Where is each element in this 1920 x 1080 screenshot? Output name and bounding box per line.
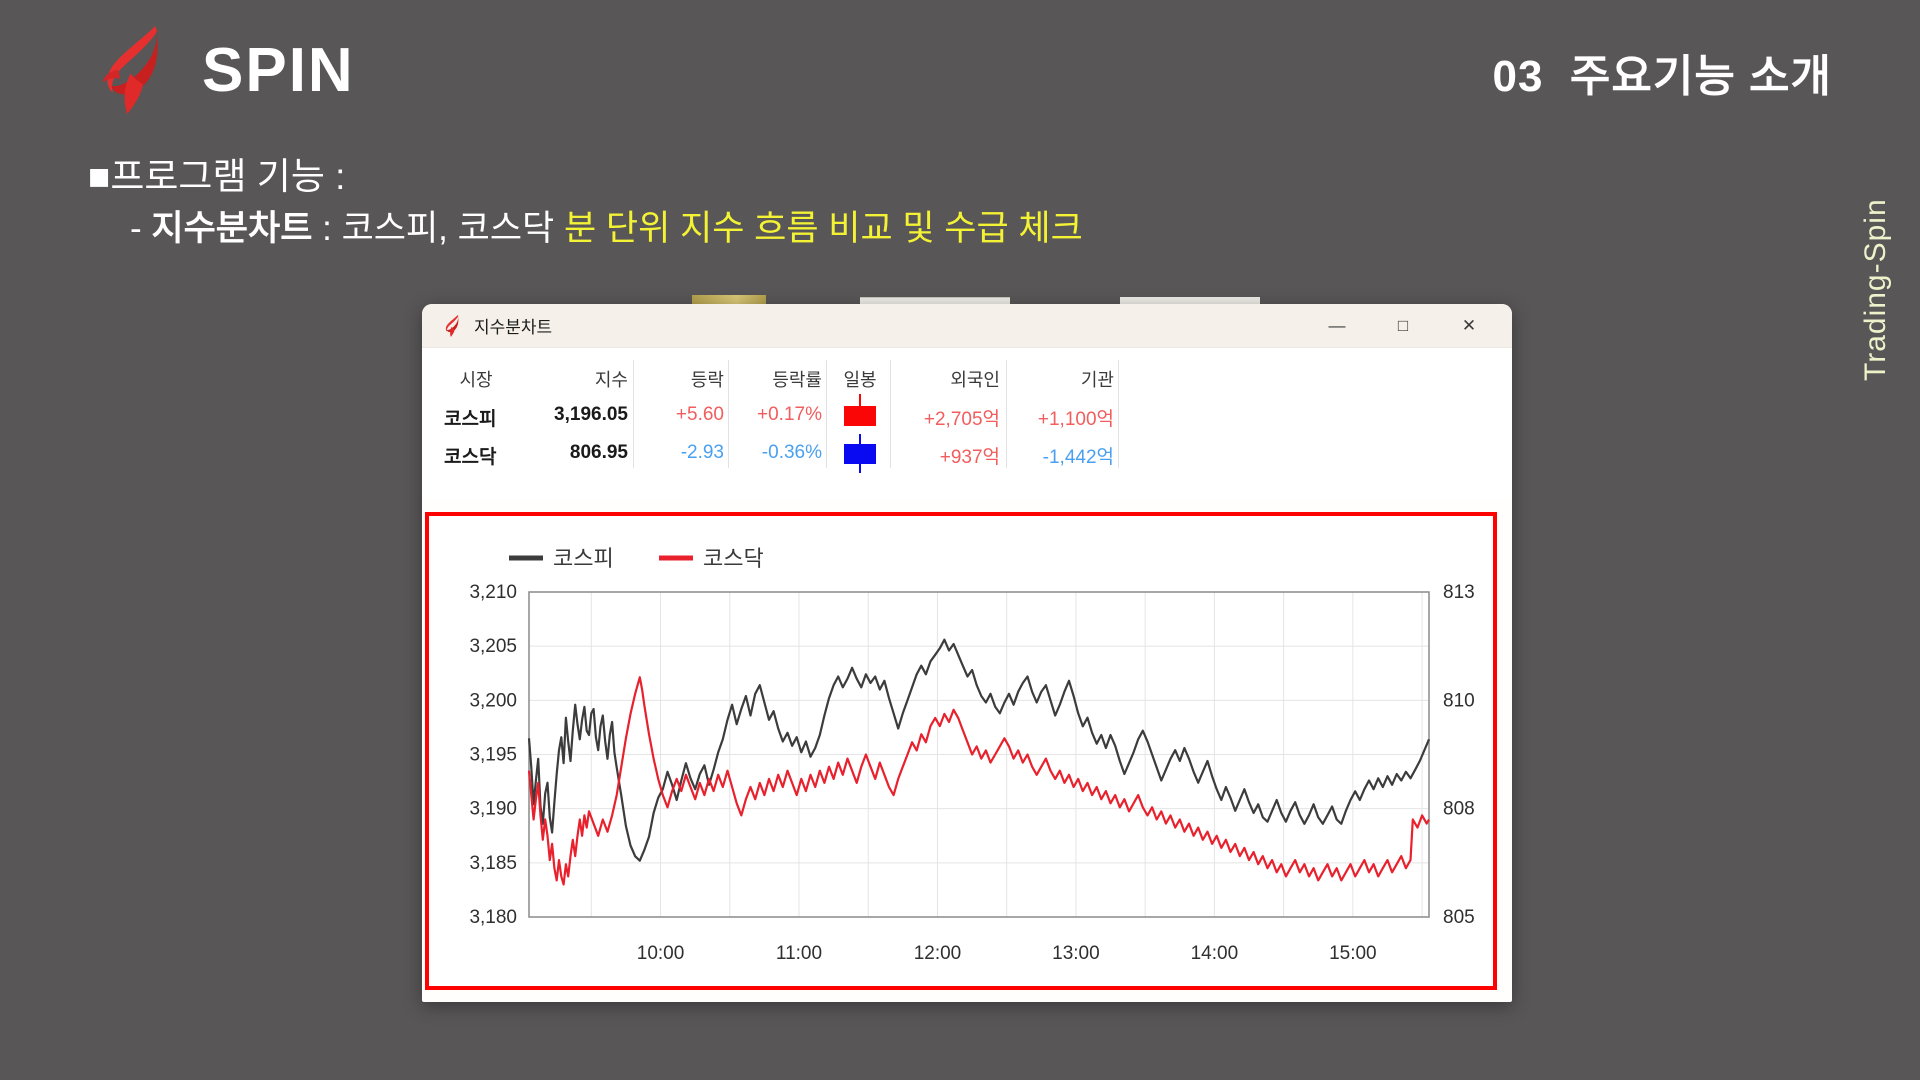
side-watermark: Trading-Spin bbox=[1859, 198, 1892, 382]
kospi-foreign-net: +2,705억 bbox=[923, 409, 1000, 430]
chart-canvas: 3,210 3,205 3,200 3,195 3,190 3,185 3,180 813 81… bbox=[469, 546, 1475, 964]
right-axis-tick: 813 bbox=[1443, 582, 1475, 603]
kosdaq-foreign-net: +937억 bbox=[939, 447, 1000, 468]
kospi-institution-net: +1,100억 bbox=[1037, 409, 1114, 430]
index-chart-window: 지수분차트 — □ ✕ 시장 지수 등락 등락률 일봉 외국인 기관 코스피 3… bbox=[422, 304, 1512, 1002]
slide-subheading: - 지수분차트 : 코스피, 코스닥 분 단위 지수 흐름 비교 및 수급 체크 bbox=[130, 200, 1083, 251]
left-axis-tick: 3,185 bbox=[469, 853, 517, 874]
subheading-lead: - bbox=[130, 209, 152, 248]
col-header-daily-candle: 일봉 bbox=[843, 370, 877, 390]
market-quote-table: 시장 지수 등락 등락률 일봉 외국인 기관 코스피 3,196.05 +5.6… bbox=[422, 348, 1512, 498]
slide-heading: ■프로그램 기능 : bbox=[88, 156, 346, 197]
x-axis-tick: 13:00 bbox=[1052, 943, 1100, 964]
kospi-change: +5.60 bbox=[675, 404, 724, 425]
subheading-mid: : 코스피, 코스닥 bbox=[312, 209, 564, 248]
column-divider bbox=[890, 360, 891, 468]
brand-name: SPIN bbox=[202, 35, 355, 105]
series-line-코스피 bbox=[527, 638, 1431, 862]
index-minute-chart[interactable]: 3,210 3,205 3,200 3,195 3,190 3,185 3,180 813 81… bbox=[425, 512, 1497, 990]
window-titlebar[interactable]: 지수분차트 — □ ✕ bbox=[422, 304, 1512, 348]
right-axis-tick: 810 bbox=[1443, 690, 1475, 711]
window-title: 지수분차트 bbox=[474, 318, 553, 337]
left-axis-tick: 3,210 bbox=[469, 582, 517, 603]
kosdaq-candlestick-down-icon bbox=[834, 434, 886, 480]
column-divider bbox=[826, 360, 827, 468]
left-axis-tick: 3,180 bbox=[469, 907, 517, 928]
kosdaq-change: -2.93 bbox=[680, 442, 724, 463]
brand-logo: SPIN bbox=[92, 24, 355, 116]
subheading-highlight: 분 단위 지수 흐름 비교 및 수급 체크 bbox=[563, 209, 1083, 248]
window-controls: — □ ✕ bbox=[1304, 304, 1502, 348]
app-rocket-icon bbox=[445, 314, 459, 337]
x-axis-tick: 10:00 bbox=[637, 943, 685, 964]
close-button[interactable]: ✕ bbox=[1461, 316, 1477, 335]
left-axis-tick: 3,195 bbox=[469, 745, 517, 766]
x-axis-tick: 15:00 bbox=[1329, 943, 1377, 964]
col-header-change-pct: 등락률 bbox=[772, 370, 822, 390]
column-divider bbox=[633, 360, 634, 468]
background-artifact bbox=[692, 295, 766, 305]
column-divider bbox=[1118, 360, 1119, 468]
background-artifact bbox=[860, 297, 1010, 305]
left-axis-tick: 3,205 bbox=[469, 636, 517, 657]
kospi-candlestick-up-icon bbox=[834, 394, 886, 436]
kospi-market-name[interactable]: 코스피 bbox=[444, 409, 497, 430]
right-axis-tick: 805 bbox=[1443, 907, 1475, 928]
kosdaq-market-name[interactable]: 코스닥 bbox=[444, 447, 497, 468]
x-axis-tick: 14:00 bbox=[1191, 943, 1239, 964]
x-axis-tick: 11:00 bbox=[776, 943, 822, 964]
col-header-institution: 기관 bbox=[1080, 370, 1114, 390]
kosdaq-index-value: 806.95 bbox=[569, 442, 628, 463]
kospi-index-value: 3,196.05 bbox=[554, 404, 628, 425]
left-axis-tick: 3,190 bbox=[469, 799, 517, 820]
series-line-코스닥 bbox=[527, 676, 1430, 886]
kosdaq-institution-net: -1,442억 bbox=[1042, 447, 1114, 468]
col-header-index: 지수 bbox=[594, 370, 628, 390]
right-axis-tick: 808 bbox=[1443, 799, 1475, 820]
legend-label-코스닥: 코스닥 bbox=[703, 546, 764, 571]
col-header-market: 시장 bbox=[459, 370, 493, 390]
column-divider bbox=[1006, 360, 1007, 468]
col-header-foreign: 외국인 bbox=[950, 370, 1000, 390]
kospi-change-pct: +0.17% bbox=[757, 404, 822, 425]
minimize-button[interactable]: — bbox=[1328, 316, 1346, 335]
background-artifact bbox=[1120, 297, 1260, 305]
section-header: 03 주요기능 소개 bbox=[1492, 52, 1832, 101]
x-axis-tick: 12:00 bbox=[914, 943, 962, 964]
column-divider bbox=[728, 360, 729, 468]
maximize-button[interactable]: □ bbox=[1397, 316, 1409, 335]
kosdaq-change-pct: -0.36% bbox=[761, 442, 822, 463]
rocket-icon bbox=[102, 26, 158, 114]
left-axis-tick: 3,200 bbox=[469, 690, 517, 711]
col-header-change: 등락 bbox=[690, 370, 724, 390]
subheading-feature: 지수분차트 bbox=[151, 209, 313, 248]
legend-label-코스피: 코스피 bbox=[553, 546, 614, 571]
